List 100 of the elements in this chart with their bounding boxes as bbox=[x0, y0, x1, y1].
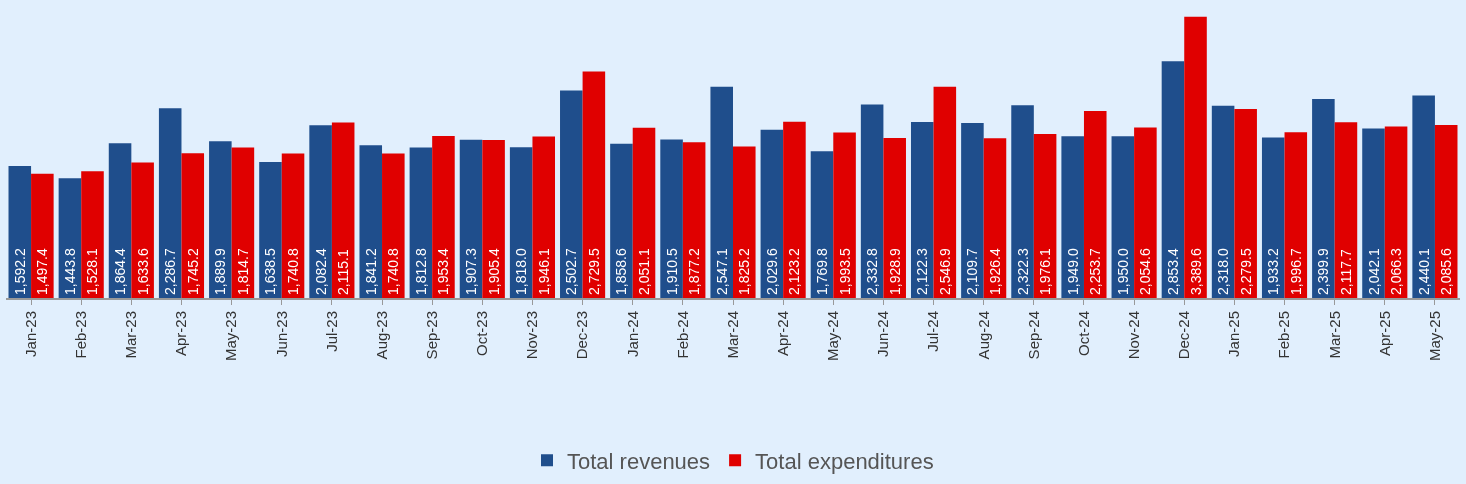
bar bbox=[1061, 136, 1084, 298]
x-tick-label: Oct-23 bbox=[473, 311, 491, 357]
data-label: 1,858.6 bbox=[613, 248, 630, 295]
x-tick-label: Feb-25 bbox=[1275, 311, 1293, 359]
bar bbox=[910, 121, 934, 298]
x-tick-label: May-25 bbox=[1425, 311, 1443, 362]
bar bbox=[382, 153, 405, 298]
bar bbox=[131, 162, 154, 298]
x-tick-label: Dec-24 bbox=[1175, 311, 1193, 360]
data-label: 2,729.5 bbox=[585, 248, 602, 295]
bar bbox=[1334, 122, 1358, 298]
x-tick-label: Apr-24 bbox=[774, 311, 792, 357]
data-label: 3,389.6 bbox=[1187, 248, 1204, 295]
x-tick-label: Jun-24 bbox=[874, 311, 892, 357]
bar bbox=[632, 127, 656, 298]
bar bbox=[733, 146, 756, 298]
bar bbox=[610, 143, 633, 298]
data-label: 1,993.5 bbox=[836, 248, 853, 295]
bar bbox=[1111, 136, 1135, 298]
data-label: 1,497.4 bbox=[34, 248, 51, 295]
bar bbox=[582, 71, 606, 298]
bar bbox=[31, 173, 54, 298]
data-label: 2,322.3 bbox=[1014, 248, 1031, 295]
bar bbox=[1033, 134, 1057, 298]
bar bbox=[983, 138, 1007, 298]
data-label: 2,085.6 bbox=[1438, 248, 1455, 295]
data-label: 2,122.3 bbox=[914, 248, 931, 295]
data-label: 1,910.5 bbox=[663, 248, 680, 295]
data-label: 2,547.1 bbox=[713, 248, 730, 295]
data-label: 1,864.4 bbox=[112, 248, 129, 295]
x-tick-label: Aug-23 bbox=[372, 311, 390, 360]
x-tick-label: Jan-23 bbox=[21, 311, 39, 357]
bar bbox=[259, 162, 282, 298]
data-label: 1,528.1 bbox=[84, 248, 101, 295]
data-label: 1,889.9 bbox=[212, 248, 229, 295]
data-label: 1,949.0 bbox=[1064, 248, 1081, 295]
bar bbox=[710, 86, 733, 298]
bar bbox=[81, 171, 104, 298]
x-tick-label: Jul-24 bbox=[924, 311, 942, 352]
data-label: 2,054.6 bbox=[1137, 248, 1154, 295]
x-tick-label: Feb-24 bbox=[673, 311, 691, 359]
data-label: 1,946.1 bbox=[535, 248, 552, 295]
data-label: 1,953.4 bbox=[435, 248, 452, 295]
bar bbox=[181, 153, 205, 298]
data-label: 1,740.8 bbox=[385, 248, 402, 295]
bar bbox=[482, 139, 505, 298]
data-label: 1,745.2 bbox=[184, 248, 201, 295]
data-label: 1,769.8 bbox=[813, 248, 830, 295]
data-label: 2,115.1 bbox=[335, 249, 352, 295]
bar bbox=[760, 129, 784, 298]
data-label: 2,853.4 bbox=[1164, 248, 1181, 295]
x-tick-label: Oct-24 bbox=[1074, 311, 1092, 357]
x-tick-label: Dec-23 bbox=[573, 311, 591, 360]
data-label: 1,976.1 bbox=[1037, 248, 1054, 295]
bar bbox=[1284, 132, 1308, 298]
data-label: 2,123.2 bbox=[786, 248, 803, 295]
x-tick-label: Sep-23 bbox=[423, 311, 441, 360]
bar bbox=[532, 136, 556, 298]
bar bbox=[783, 121, 806, 298]
bar bbox=[209, 141, 232, 298]
x-tick-label: Jun-23 bbox=[272, 311, 290, 357]
data-label: 2,286.7 bbox=[162, 248, 179, 295]
bar bbox=[1362, 128, 1385, 298]
data-label: 2,066.3 bbox=[1388, 248, 1405, 295]
x-tick-label: Jan-24 bbox=[623, 311, 641, 357]
bar bbox=[883, 137, 906, 298]
bar bbox=[1161, 61, 1185, 298]
bar bbox=[660, 139, 683, 298]
bar bbox=[1184, 16, 1207, 298]
bar bbox=[1434, 124, 1458, 298]
data-label: 1,592.2 bbox=[11, 248, 28, 295]
bar bbox=[309, 125, 332, 298]
bar bbox=[1011, 105, 1034, 298]
data-label: 2,546.9 bbox=[936, 248, 953, 295]
x-tick-label: Nov-23 bbox=[523, 311, 541, 360]
x-tick-label: Mar-23 bbox=[122, 311, 140, 359]
x-tick-label: Mar-25 bbox=[1325, 311, 1343, 359]
bar bbox=[1384, 126, 1408, 298]
bar bbox=[281, 153, 305, 298]
data-label: 2,502.7 bbox=[563, 248, 580, 295]
data-label: 2,318.0 bbox=[1215, 248, 1232, 295]
data-label: 2,051.1 bbox=[636, 248, 653, 295]
legend-label: Total expenditures bbox=[755, 448, 934, 474]
bar bbox=[1261, 137, 1285, 298]
x-tick-label: Jul-23 bbox=[322, 311, 340, 352]
data-label: 1,814.7 bbox=[234, 248, 251, 295]
x-tick-label: Sep-24 bbox=[1024, 311, 1042, 360]
data-label: 1,950.0 bbox=[1114, 248, 1131, 295]
data-label: 1,907.3 bbox=[463, 248, 480, 295]
bar bbox=[231, 147, 255, 298]
data-label: 2,029.6 bbox=[763, 248, 780, 295]
x-tick-label: Nov-24 bbox=[1124, 311, 1142, 360]
data-label: 1,818.0 bbox=[513, 248, 530, 295]
bar bbox=[1234, 108, 1257, 298]
bar bbox=[833, 132, 856, 298]
data-label: 1,841.2 bbox=[362, 248, 379, 295]
data-label: 2,399.9 bbox=[1315, 248, 1332, 295]
data-label: 2,253.7 bbox=[1087, 248, 1104, 295]
bar bbox=[459, 139, 483, 298]
bar bbox=[810, 151, 834, 298]
